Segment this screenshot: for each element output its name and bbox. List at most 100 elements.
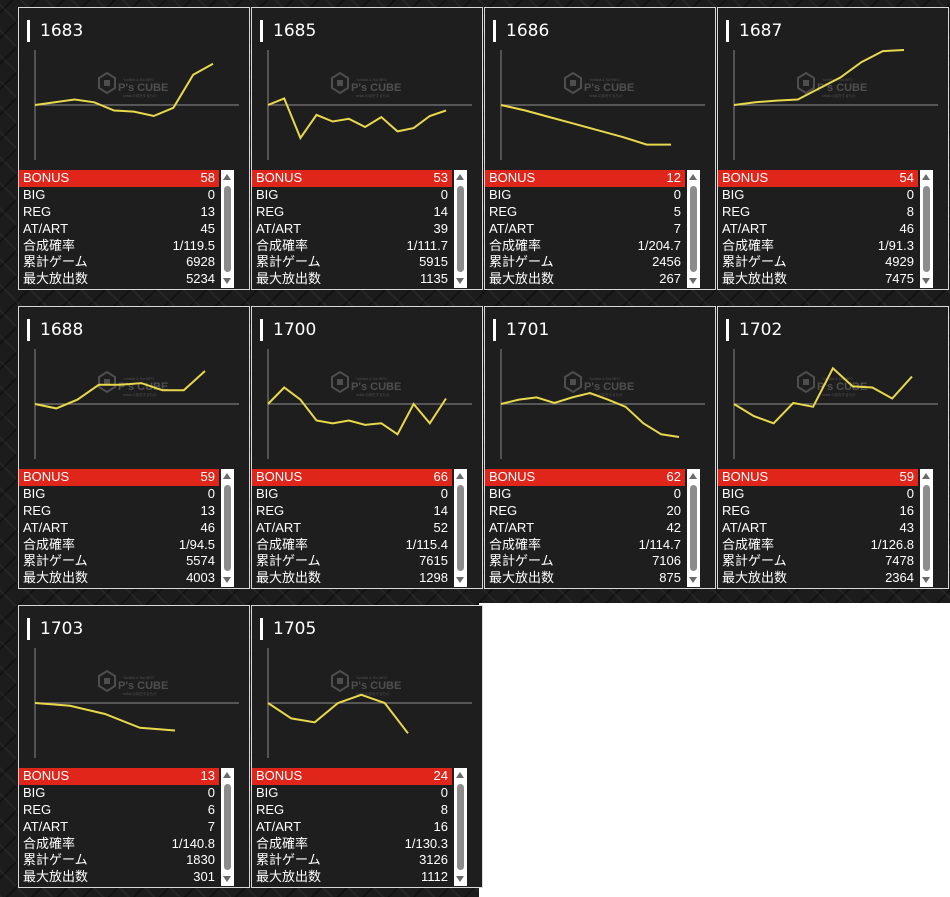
- scroll-thumb[interactable]: [690, 485, 697, 571]
- scroll-down-arrow-icon[interactable]: [456, 278, 464, 284]
- stat-row-bonus: BONUS 59: [718, 469, 918, 486]
- stat-label: REG: [23, 502, 52, 518]
- scrollbar[interactable]: [221, 170, 234, 288]
- stat-row-games: 累計ゲーム 7106: [485, 553, 685, 570]
- stat-label: 最大放出数: [489, 271, 555, 287]
- stat-row-bonus: BONUS 12: [485, 170, 685, 187]
- scroll-thumb[interactable]: [224, 186, 231, 272]
- scroll-up-arrow-icon[interactable]: [223, 174, 231, 180]
- scroll-down-arrow-icon[interactable]: [456, 876, 464, 882]
- scrollbar[interactable]: [454, 170, 467, 288]
- stat-value: 8: [440, 801, 448, 817]
- stat-label: BIG: [489, 186, 512, 202]
- scrollbar[interactable]: [687, 170, 700, 288]
- scroll-thumb[interactable]: [457, 784, 464, 870]
- scrollbar[interactable]: [221, 768, 234, 886]
- stat-value: 0: [440, 485, 448, 501]
- stat-value: 3126: [419, 852, 448, 868]
- stat-label: BONUS: [23, 469, 70, 484]
- scroll-up-arrow-icon[interactable]: [456, 174, 464, 180]
- machine-number: 1703: [27, 618, 83, 640]
- stat-label: BONUS: [23, 170, 70, 185]
- stat-label: 最大放出数: [256, 869, 322, 885]
- machine-card-1687[interactable]: 1687 P's CUBE Yoshida & Sol INFO sekai.の存在す…: [717, 7, 949, 290]
- stat-row-prob: 合成確率 1/94.5: [19, 537, 219, 554]
- stat-value: 875: [659, 570, 681, 586]
- scroll-up-arrow-icon[interactable]: [223, 473, 231, 479]
- stat-row-max-payout: 最大放出数 301: [19, 869, 219, 886]
- scroll-up-arrow-icon[interactable]: [922, 473, 930, 479]
- trend-line: [733, 49, 905, 106]
- stat-label: AT/ART: [256, 220, 302, 236]
- stats-table: BONUS 59 BIG 0 REG 13 AT/ART 46 合成確率 1/94.5 累計ゲーム 5…: [19, 469, 219, 587]
- stat-label: BONUS: [489, 170, 536, 185]
- scrollbar[interactable]: [454, 469, 467, 587]
- machine-card-1683[interactable]: 1683 P's CUBE Yoshida & Sol INFO sekai.の存在す…: [18, 7, 250, 290]
- scroll-thumb[interactable]: [457, 485, 464, 571]
- stat-value: 1/204.7: [637, 237, 681, 253]
- scroll-down-arrow-icon[interactable]: [223, 278, 231, 284]
- machine-card-1685[interactable]: 1685 P's CUBE Yoshida & Sol INFO sekai.の存在す…: [251, 7, 483, 290]
- stat-label: REG: [256, 203, 285, 219]
- stat-row-bonus: BONUS 59: [19, 469, 219, 486]
- stat-value: 6928: [186, 254, 215, 270]
- scrollbar[interactable]: [687, 469, 700, 587]
- scroll-up-arrow-icon[interactable]: [922, 174, 930, 180]
- stat-row-reg: REG 8: [252, 802, 452, 819]
- machine-card-1705[interactable]: 1705 P's CUBE Yoshida & Sol INFO sekai.の存在す…: [251, 605, 483, 888]
- stat-value: 4003: [186, 570, 215, 586]
- scroll-up-arrow-icon[interactable]: [456, 473, 464, 479]
- scroll-thumb[interactable]: [224, 784, 231, 870]
- scroll-down-arrow-icon[interactable]: [689, 278, 697, 284]
- watermark-top-text: Yoshida & Sol INFO: [589, 377, 620, 381]
- scrollbar[interactable]: [920, 469, 933, 587]
- scroll-thumb[interactable]: [690, 186, 697, 272]
- stat-label: BIG: [722, 186, 745, 202]
- scroll-down-arrow-icon[interactable]: [456, 577, 464, 583]
- machine-number: 1686: [493, 20, 549, 42]
- scroll-down-arrow-icon[interactable]: [223, 876, 231, 882]
- scroll-up-arrow-icon[interactable]: [223, 772, 231, 778]
- stat-row-prob: 合成確率 1/140.8: [19, 836, 219, 853]
- trend-line: [267, 97, 447, 141]
- scroll-up-arrow-icon[interactable]: [689, 473, 697, 479]
- scroll-up-arrow-icon[interactable]: [456, 772, 464, 778]
- stat-label: 最大放出数: [722, 271, 788, 287]
- watermark-bottom-text: sekai.の存在するもの: [822, 392, 856, 397]
- watermark-top-text: Yoshida & Sol INFO: [822, 377, 853, 381]
- stat-label: 累計ゲーム: [23, 852, 88, 868]
- scroll-thumb[interactable]: [457, 186, 464, 272]
- stat-value: 0: [207, 784, 215, 800]
- scrollbar[interactable]: [454, 768, 467, 886]
- stat-value: 1/114.7: [638, 536, 681, 552]
- scrollbar[interactable]: [221, 469, 234, 587]
- scroll-thumb[interactable]: [224, 485, 231, 571]
- stat-value: 7475: [885, 271, 914, 287]
- scroll-down-arrow-icon[interactable]: [922, 577, 930, 583]
- stat-row-reg: REG 8: [718, 204, 918, 221]
- machine-card-1700[interactable]: 1700 P's CUBE Yoshida & Sol INFO sekai.の存在す…: [251, 306, 483, 589]
- machine-card-1702[interactable]: 1702 P's CUBE Yoshida & Sol INFO sekai.の存在す…: [717, 306, 949, 589]
- scroll-down-arrow-icon[interactable]: [223, 577, 231, 583]
- machine-card-1703[interactable]: 1703 P's CUBE Yoshida & Sol INFO sekai.の存在す…: [18, 605, 250, 888]
- scroll-thumb[interactable]: [923, 186, 930, 272]
- stat-label: BONUS: [722, 170, 769, 185]
- scroll-down-arrow-icon[interactable]: [689, 577, 697, 583]
- scroll-thumb[interactable]: [923, 485, 930, 571]
- scrollbar[interactable]: [920, 170, 933, 288]
- stat-row-bonus: BONUS 54: [718, 170, 918, 187]
- machine-card-1686[interactable]: 1686 P's CUBE Yoshida & Sol INFO sekai.の存在す…: [484, 7, 716, 290]
- machine-card-1701[interactable]: 1701 P's CUBE Yoshida & Sol INFO sekai.の存在す…: [484, 306, 716, 589]
- stat-label: 累計ゲーム: [23, 553, 88, 569]
- machine-card-1688[interactable]: 1688 P's CUBE Yoshida & Sol INFO sekai.の存在す…: [18, 306, 250, 589]
- scroll-up-arrow-icon[interactable]: [689, 174, 697, 180]
- scroll-down-arrow-icon[interactable]: [922, 278, 930, 284]
- stat-label: AT/ART: [489, 519, 535, 535]
- stat-row-prob: 合成確率 1/204.7: [485, 238, 685, 255]
- stats-table: BONUS 13 BIG 0 REG 6 AT/ART 7 合成確率 1/140.8 累計ゲーム 18…: [19, 768, 219, 886]
- stat-value: 5915: [419, 254, 448, 270]
